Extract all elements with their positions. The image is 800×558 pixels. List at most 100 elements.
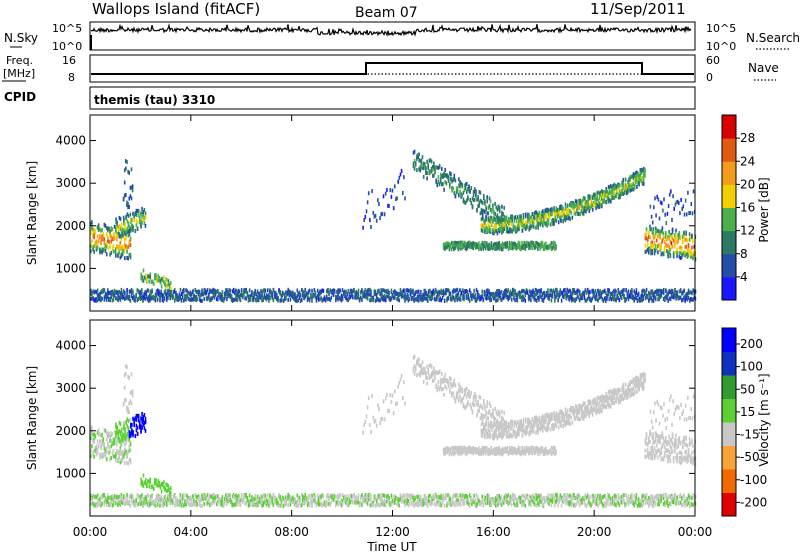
echo-cell xyxy=(414,167,416,171)
echo-cell xyxy=(367,297,369,301)
echo-cell xyxy=(309,494,311,498)
echo-cell xyxy=(383,194,385,198)
echo-cell xyxy=(125,236,127,240)
echo-cell xyxy=(497,503,499,507)
echo-cell xyxy=(511,503,513,507)
echo-cell xyxy=(468,498,470,502)
echo-cell xyxy=(362,226,364,230)
echo-cell xyxy=(391,195,393,199)
echo-cell xyxy=(128,205,130,209)
echo-cell xyxy=(100,241,102,245)
echo-cell xyxy=(132,188,134,192)
echo-cell xyxy=(136,213,138,217)
echo-cell xyxy=(394,501,396,505)
echo-cell xyxy=(171,290,173,294)
echo-cell xyxy=(486,195,488,199)
echo-cell xyxy=(661,201,663,205)
echo-cell xyxy=(370,495,372,499)
echo-cell xyxy=(201,299,203,303)
echo-cell xyxy=(207,493,209,497)
echo-cell xyxy=(664,213,666,217)
echo-cell xyxy=(473,494,475,498)
echo-cell xyxy=(427,299,429,303)
echo-cell xyxy=(673,207,675,211)
echo-cell xyxy=(488,211,490,215)
echo-cell xyxy=(657,250,659,254)
echo-cell xyxy=(579,290,581,294)
echo-cell xyxy=(523,219,525,223)
echo-cell xyxy=(679,211,681,215)
echo-cell xyxy=(290,503,292,507)
echo-cell xyxy=(552,500,554,504)
echo-cell xyxy=(239,494,241,498)
echo-cell xyxy=(197,502,199,506)
echo-cell xyxy=(137,221,139,225)
echo-cell xyxy=(131,167,133,171)
echo-cell xyxy=(516,219,518,223)
echo-cell xyxy=(192,494,194,498)
echo-cell xyxy=(151,495,153,499)
colorbar-segment xyxy=(722,184,736,208)
echo-cell xyxy=(592,208,594,212)
colorbar-tick-label: 24 xyxy=(740,154,755,168)
nsearch-label: N.Search xyxy=(746,31,800,45)
echo-cell xyxy=(422,155,424,159)
echo-cell xyxy=(250,297,252,301)
echo-cell xyxy=(450,172,452,176)
echo-cell xyxy=(340,289,342,293)
echo-cell xyxy=(519,242,521,246)
echo-cell xyxy=(447,501,449,505)
echo-cell xyxy=(137,227,139,231)
echo-cell xyxy=(153,282,155,286)
echo-cell xyxy=(98,239,100,243)
echo-cell xyxy=(222,290,224,294)
echo-cell xyxy=(477,195,479,199)
echo-cell xyxy=(409,502,411,506)
echo-cell xyxy=(217,502,219,506)
echo-cell xyxy=(101,228,103,232)
echo-cell xyxy=(517,503,519,507)
echo-cell xyxy=(144,208,146,212)
echo-cell xyxy=(645,244,647,248)
echo-cell xyxy=(240,503,242,507)
echo-cell xyxy=(473,289,475,293)
echo-cell xyxy=(625,178,627,182)
echo-cell xyxy=(418,290,420,294)
echo-cell xyxy=(123,216,125,220)
echo-cell xyxy=(108,240,110,244)
echo-cell xyxy=(649,235,651,239)
echo-cell xyxy=(304,288,306,292)
echo-cell xyxy=(394,296,396,300)
echo-cell xyxy=(115,254,117,258)
echo-cell xyxy=(485,207,487,211)
echo-cell xyxy=(132,184,134,188)
colorbar-segment xyxy=(722,115,736,139)
echo-cell xyxy=(385,192,387,196)
echo-cell xyxy=(483,503,485,507)
echo-cell xyxy=(128,214,130,218)
echo-cell xyxy=(132,228,134,232)
freq-label-1: Freq. xyxy=(6,54,33,67)
echo-cell xyxy=(691,202,693,206)
echo-cell xyxy=(689,211,691,215)
echo-cell xyxy=(501,290,503,294)
echo-cell xyxy=(476,209,478,213)
echo-cell xyxy=(685,199,687,203)
colorbar-segment xyxy=(722,208,736,232)
echo-cell xyxy=(538,298,540,302)
echo-cell xyxy=(465,186,467,190)
echo-cell xyxy=(551,207,553,211)
echo-cell xyxy=(659,217,661,221)
echo-cell xyxy=(685,245,687,249)
echo-cell xyxy=(433,162,435,166)
echo-cell xyxy=(367,200,369,204)
colorbar-segment xyxy=(722,161,736,185)
echo-cell xyxy=(651,215,653,219)
echo-cell xyxy=(679,231,681,235)
echo-cell xyxy=(616,194,618,198)
echo-cell xyxy=(201,504,203,508)
echo-cell xyxy=(311,494,313,498)
velocity-scatter-cells xyxy=(90,355,696,508)
cpid-panel: CPID themis (tau) 3310 xyxy=(4,87,695,109)
